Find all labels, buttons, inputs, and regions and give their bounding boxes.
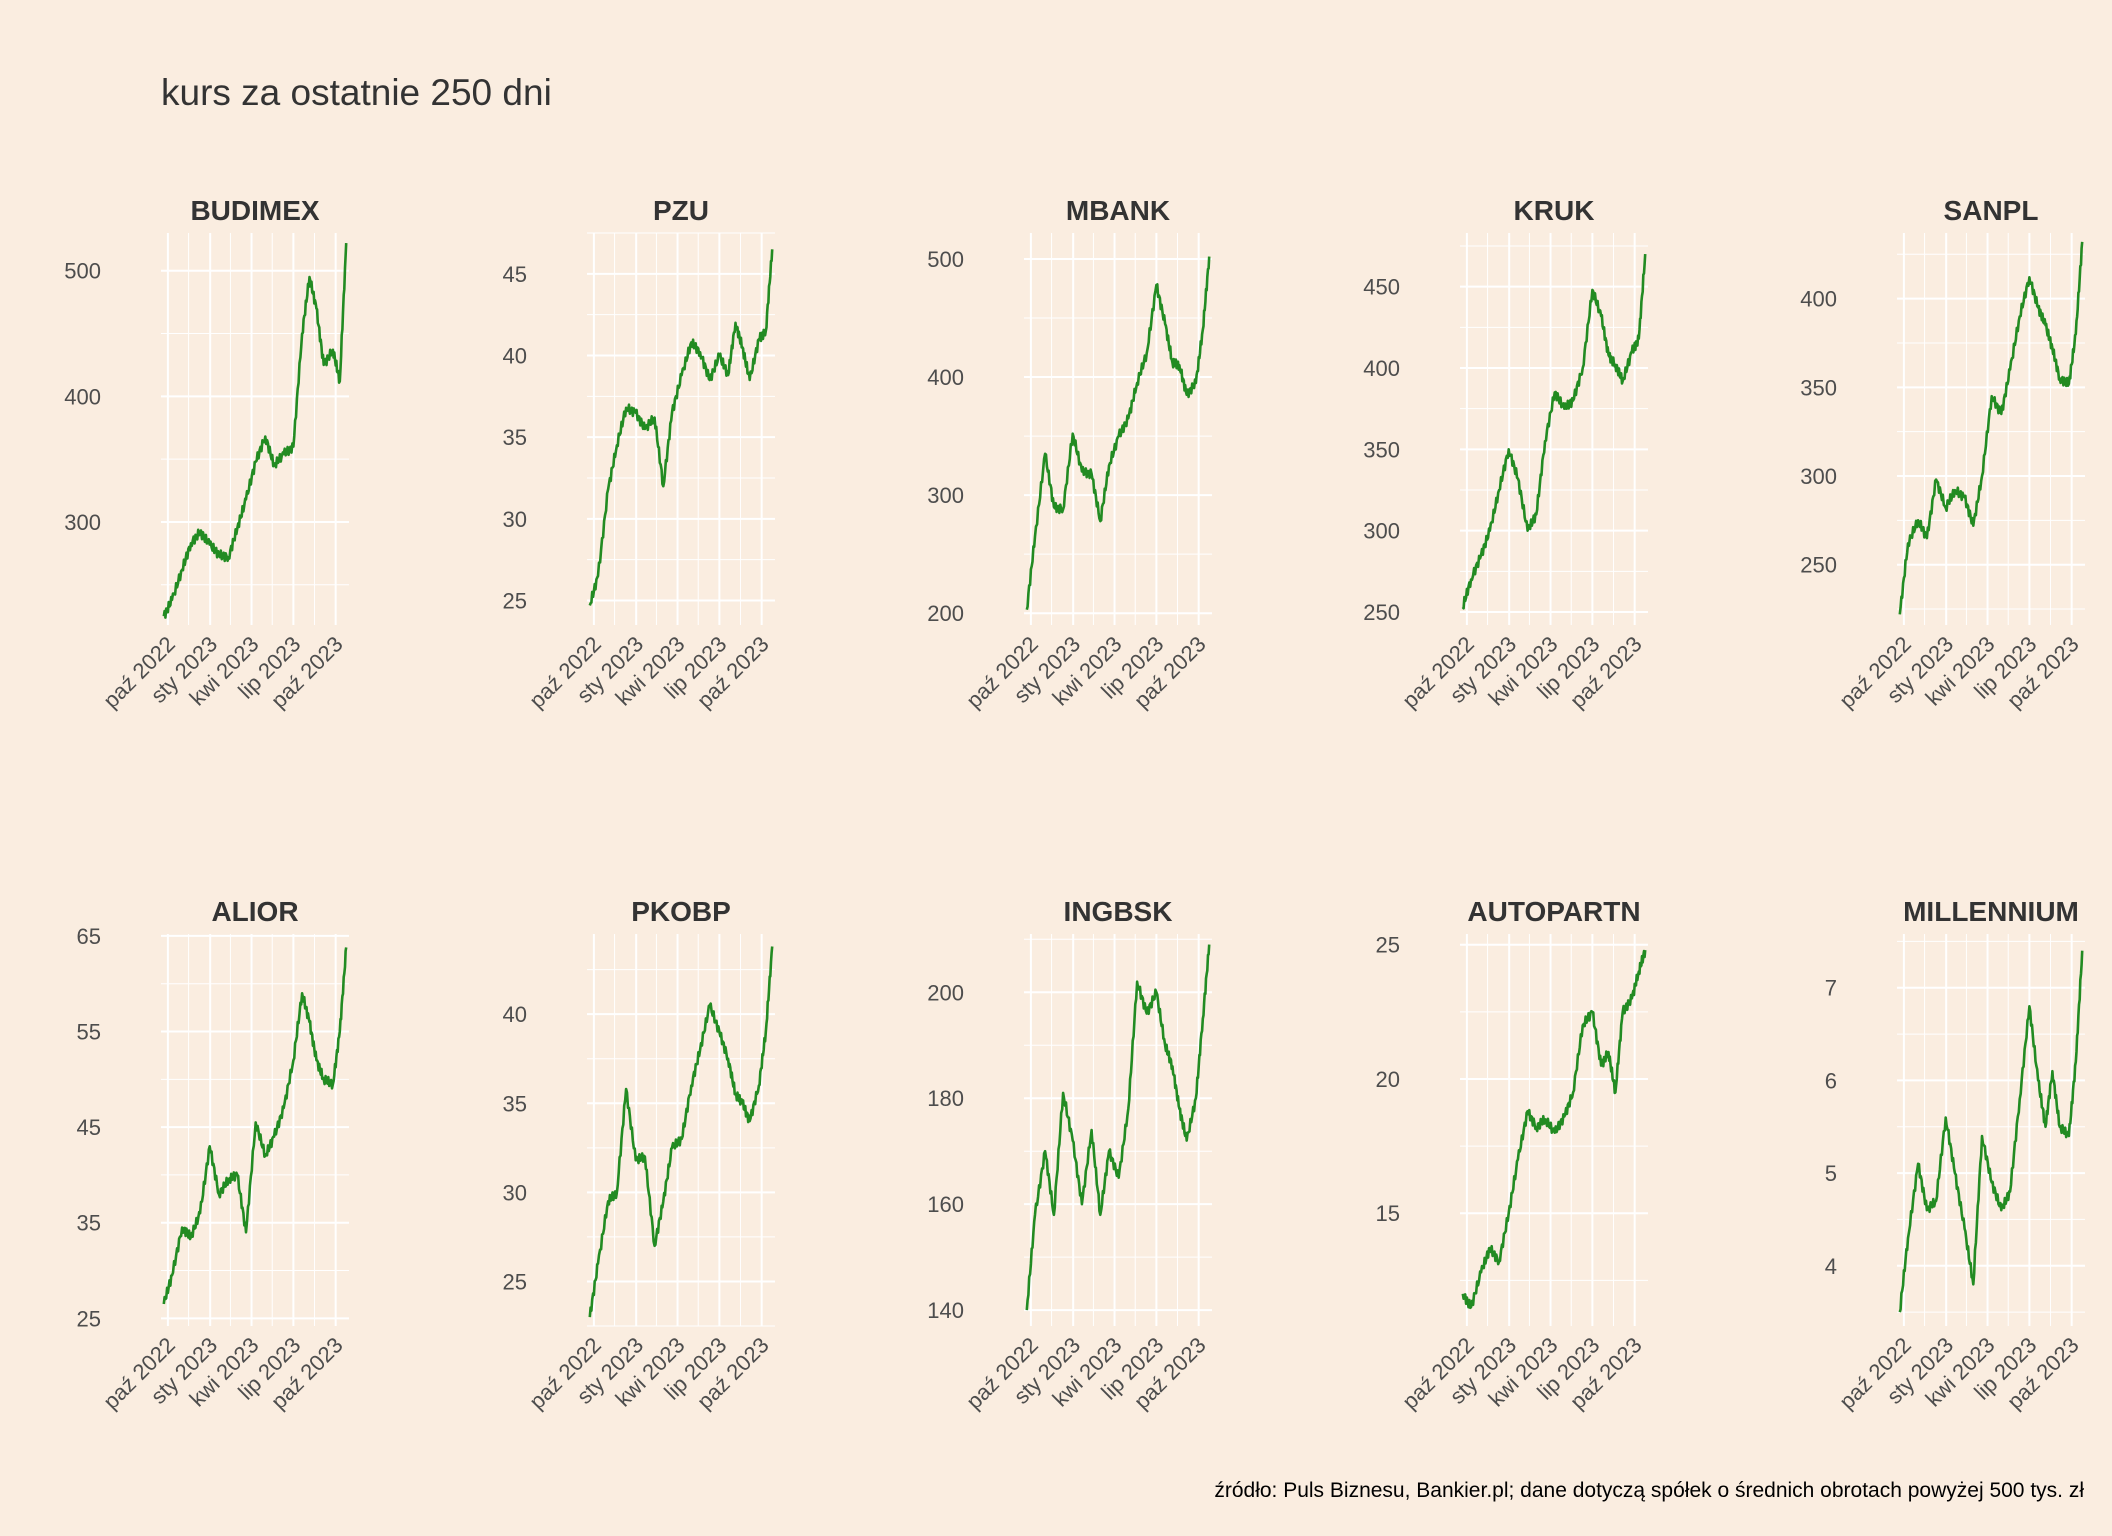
y-tick-label: 40	[503, 1002, 527, 1027]
y-tick-label: 65	[77, 924, 101, 949]
price-line	[1025, 256, 1211, 611]
price-line	[1025, 944, 1211, 1311]
y-tick-label: 40	[503, 344, 527, 369]
y-tick-label: 500	[64, 259, 101, 284]
y-tick-label: 300	[64, 510, 101, 535]
chart-title: kurs za ostatnie 250 dni	[161, 72, 552, 113]
price-line	[162, 947, 348, 1305]
panel-title: MBANK	[1066, 195, 1170, 226]
price-line	[162, 243, 348, 619]
y-tick-label: 200	[927, 601, 964, 626]
y-tick-label: 5	[1825, 1161, 1837, 1186]
y-tick-label: 300	[927, 483, 964, 508]
y-tick-label: 7	[1825, 976, 1837, 1001]
y-tick-label: 20	[1376, 1067, 1400, 1092]
price-line	[1898, 241, 2084, 615]
y-tick-label: 400	[927, 365, 964, 390]
y-tick-label: 180	[927, 1086, 964, 1111]
y-tick-label: 35	[503, 425, 527, 450]
y-tick-label: 45	[77, 1115, 101, 1140]
y-tick-label: 30	[503, 1180, 527, 1205]
y-tick-label: 500	[927, 247, 964, 272]
price-line	[1898, 950, 2084, 1313]
y-tick-label: 35	[503, 1091, 527, 1116]
y-tick-label: 25	[503, 589, 527, 614]
panel-title: PZU	[653, 195, 709, 226]
y-tick-label: 350	[1363, 437, 1400, 462]
y-tick-label: 250	[1800, 553, 1837, 578]
price-line	[1461, 254, 1647, 610]
y-tick-label: 35	[77, 1211, 101, 1236]
y-tick-label: 350	[1800, 375, 1837, 400]
panel-title: INGBSK	[1064, 896, 1173, 927]
price-line	[1461, 949, 1647, 1310]
y-tick-label: 300	[1800, 464, 1837, 489]
price-line	[588, 946, 774, 1318]
y-tick-label: 25	[77, 1306, 101, 1331]
y-tick-label: 250	[1363, 600, 1400, 625]
source-caption: źródło: Puls Biznesu, Bankier.pl; dane d…	[1214, 1479, 2084, 1502]
y-tick-label: 30	[503, 507, 527, 532]
panel-title: ALIOR	[211, 896, 298, 927]
y-tick-label: 160	[927, 1192, 964, 1217]
y-tick-label: 450	[1363, 275, 1400, 300]
panel-title: SANPL	[1944, 195, 2039, 226]
panel-title: PKOBP	[631, 896, 731, 927]
y-tick-label: 300	[1363, 519, 1400, 544]
panel-title: AUTOPARTN	[1467, 896, 1640, 927]
y-tick-label: 400	[1800, 287, 1837, 312]
y-tick-label: 140	[927, 1298, 964, 1323]
y-tick-label: 4	[1825, 1254, 1837, 1279]
panel-title: MILLENNIUM	[1903, 896, 2079, 927]
y-tick-label: 55	[77, 1020, 101, 1045]
y-tick-label: 400	[64, 384, 101, 409]
y-tick-label: 45	[503, 262, 527, 287]
panel-title: BUDIMEX	[190, 195, 319, 226]
y-tick-label: 200	[927, 980, 964, 1005]
y-tick-label: 25	[1376, 933, 1400, 958]
y-tick-label: 15	[1376, 1201, 1400, 1226]
y-tick-label: 6	[1825, 1068, 1837, 1093]
y-tick-label: 25	[503, 1269, 527, 1294]
panel-title: KRUK	[1514, 195, 1595, 226]
price-line	[588, 249, 774, 606]
y-tick-label: 400	[1363, 356, 1400, 381]
